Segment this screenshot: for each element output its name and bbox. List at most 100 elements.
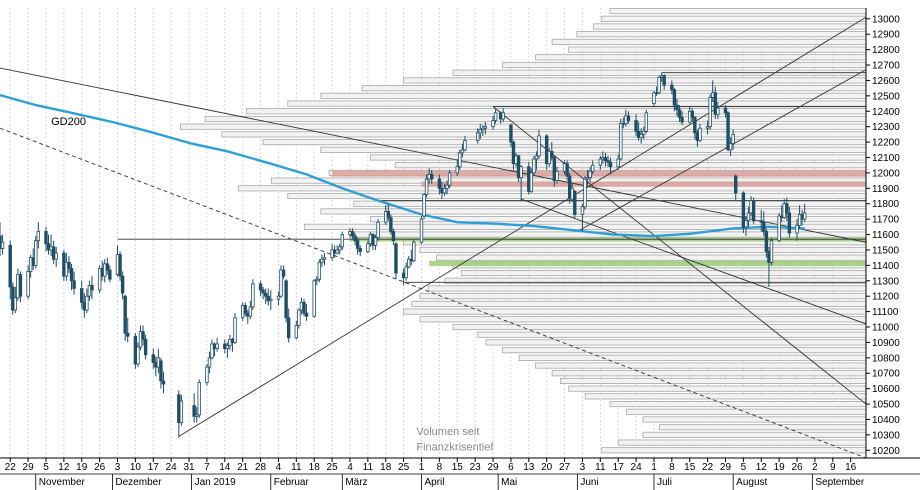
x-tick-label-15: 4 (276, 462, 282, 473)
candle-body (734, 175, 738, 194)
y-tick-label-25: 12700 (872, 61, 900, 72)
candle-65 (248, 300, 253, 320)
y-tick-label-0: 10200 (872, 446, 900, 457)
candle-61 (233, 313, 237, 344)
candle-body (437, 178, 442, 189)
volume-bar-56 (617, 439, 867, 446)
annotation-0: GD200 (51, 116, 86, 128)
candle-156 (585, 169, 590, 186)
x-tick-label-7: 10 (130, 462, 142, 473)
candle-body (746, 212, 751, 222)
candle-body (690, 110, 694, 118)
candle-84 (317, 259, 322, 283)
candle-168 (626, 111, 631, 124)
volume-bar-34 (460, 270, 867, 277)
candle-73 (279, 265, 283, 298)
candle-80 (302, 299, 306, 317)
candle-body (769, 240, 774, 263)
candle-30 (105, 257, 109, 275)
candle-body (787, 212, 792, 234)
candle-6 (18, 271, 23, 303)
candle-70 (266, 288, 270, 306)
x-tick-label-30: 20 (541, 462, 553, 473)
x-tick-label-42: 12 (756, 462, 768, 473)
candle-24 (85, 288, 89, 314)
volume-profile (180, 8, 867, 454)
candle-body (447, 172, 452, 186)
candle-body (585, 177, 590, 180)
x-tick-label-3: 12 (58, 462, 70, 473)
candle-body (759, 220, 763, 223)
candle-body (261, 289, 265, 294)
y-tick-label-22: 12400 (872, 107, 900, 118)
y-tick-label-11: 11300 (872, 276, 900, 287)
candle-body (197, 382, 201, 416)
candle-138 (519, 165, 523, 201)
x-tick-label-11: 7 (204, 462, 210, 473)
candle-body (136, 346, 140, 365)
y-tick-label-14: 11600 (872, 230, 900, 241)
volume-bar-18 (320, 146, 867, 153)
candle-body (8, 244, 12, 288)
volume-bar-0 (609, 8, 867, 15)
candle-93 (350, 228, 355, 240)
candle-body (315, 278, 319, 282)
candle-25 (87, 280, 92, 301)
candle-75 (284, 279, 288, 323)
volume-bar-55 (642, 431, 867, 438)
y-tick-label-26: 12800 (872, 45, 900, 56)
x-tick-label-24: 8 (437, 462, 443, 473)
candle-body (404, 266, 408, 279)
candle-body (210, 343, 214, 359)
candle-109 (407, 256, 411, 269)
candle-141 (532, 155, 536, 176)
candle-body (394, 243, 398, 274)
candle-40 (141, 325, 145, 346)
candle-77 (294, 320, 299, 340)
candle-2 (8, 240, 12, 300)
candle-body (391, 231, 396, 242)
candle-128 (481, 125, 485, 136)
candle-body (322, 257, 327, 260)
candle-body (151, 354, 155, 363)
candle-81 (304, 303, 309, 321)
y-tick-label-12: 11400 (872, 261, 900, 272)
candle-49 (192, 393, 196, 423)
candle-body (355, 240, 360, 249)
y-tick-label-4: 10600 (872, 384, 900, 395)
candle-205 (762, 211, 766, 237)
candle-body (0, 241, 5, 249)
candle-166 (621, 117, 626, 129)
y-tick-label-7: 10900 (872, 338, 900, 349)
candle-101 (376, 219, 380, 241)
x-tick-label-17: 18 (309, 462, 321, 473)
candle-body (64, 261, 69, 277)
x-tick-label-18: 25 (327, 462, 339, 473)
volume-bar-10 (361, 85, 867, 92)
month-label-3: Februar (274, 477, 310, 488)
volume-bar-48 (559, 377, 867, 384)
x-tick-label-34: 17 (613, 462, 625, 473)
candle-90 (338, 243, 342, 255)
candle-body (598, 158, 603, 166)
candle-body (258, 283, 263, 291)
candle-11 (36, 222, 41, 249)
volume-bar-25 (353, 200, 867, 207)
candle-body (141, 331, 145, 340)
candle-131 (493, 108, 498, 124)
candle-body (373, 237, 378, 246)
candle-body (588, 170, 592, 178)
volume-bar-37 (419, 293, 867, 300)
candle-body (105, 263, 109, 271)
candle-209 (777, 212, 781, 243)
month-label-0: November (39, 477, 86, 488)
candle-body (286, 317, 291, 339)
candle-body (179, 400, 184, 423)
candle-42 (151, 348, 155, 369)
candle-119 (442, 183, 447, 197)
volume-bar-4 (551, 38, 867, 45)
candle-body (419, 218, 424, 243)
y-tick-label-27: 12900 (872, 30, 900, 41)
candle-body (85, 295, 89, 311)
